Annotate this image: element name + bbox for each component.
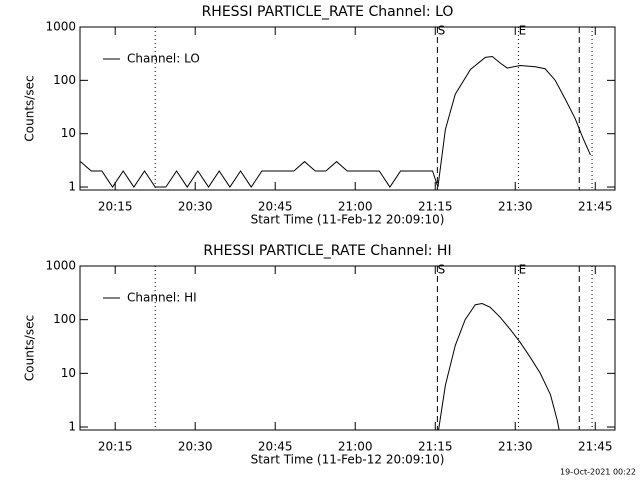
legend-label: Channel: HI xyxy=(127,291,197,305)
x-tick-label: 20:30 xyxy=(178,200,213,214)
x-tick-label: 20:45 xyxy=(258,200,293,214)
y-tick-label: 100 xyxy=(53,73,76,87)
x-tick-label: 21:45 xyxy=(578,200,613,214)
y-tick-label: 100 xyxy=(53,312,76,326)
y-tick-label: 1 xyxy=(68,180,76,194)
footer: 19-Oct-2021 00:22 xyxy=(560,468,636,477)
legend-label: Channel: LO xyxy=(127,52,200,66)
x-tick-label: 21:15 xyxy=(418,200,453,214)
y-tick-label: 1 xyxy=(68,420,76,434)
x-tick-label: 21:00 xyxy=(338,440,373,454)
time-marker-label: E xyxy=(519,24,527,38)
x-tick-label: 21:00 xyxy=(338,200,373,214)
plot-frame xyxy=(79,26,616,191)
time-marker-label: S xyxy=(438,24,446,38)
x-tick-label: 21:30 xyxy=(498,440,533,454)
x-axis-label: Start Time (11-Feb-12 20:09:10) xyxy=(251,453,445,467)
y-tick-label: 10 xyxy=(61,126,76,140)
x-tick-label: 21:15 xyxy=(418,440,453,454)
y-axis-label: Counts/sec xyxy=(23,315,37,381)
y-tick-label: 10 xyxy=(61,366,76,380)
x-tick-label: 21:45 xyxy=(578,440,613,454)
x-tick-label: 20:15 xyxy=(98,200,133,214)
data-line xyxy=(80,55,591,188)
y-tick-label: 1000 xyxy=(45,20,76,34)
time-marker-label: E xyxy=(519,263,527,277)
x-tick-label: 21:30 xyxy=(498,200,533,214)
x-tick-label: 20:15 xyxy=(98,440,133,454)
chart-title: RHESSI PARTICLE_RATE Channel: LO xyxy=(202,4,454,20)
data-line xyxy=(438,303,560,430)
y-tick-label: 1000 xyxy=(45,259,76,273)
chart-title: RHESSI PARTICLE_RATE Channel: HI xyxy=(203,243,451,259)
x-tick-label: 20:30 xyxy=(178,440,213,454)
y-axis-label: Counts/sec xyxy=(23,75,37,141)
plot-frame xyxy=(79,265,616,431)
x-tick-label: 20:45 xyxy=(258,440,293,454)
x-axis-label: Start Time (11-Feb-12 20:09:10) xyxy=(251,213,445,227)
time-marker-label: S xyxy=(438,263,446,277)
